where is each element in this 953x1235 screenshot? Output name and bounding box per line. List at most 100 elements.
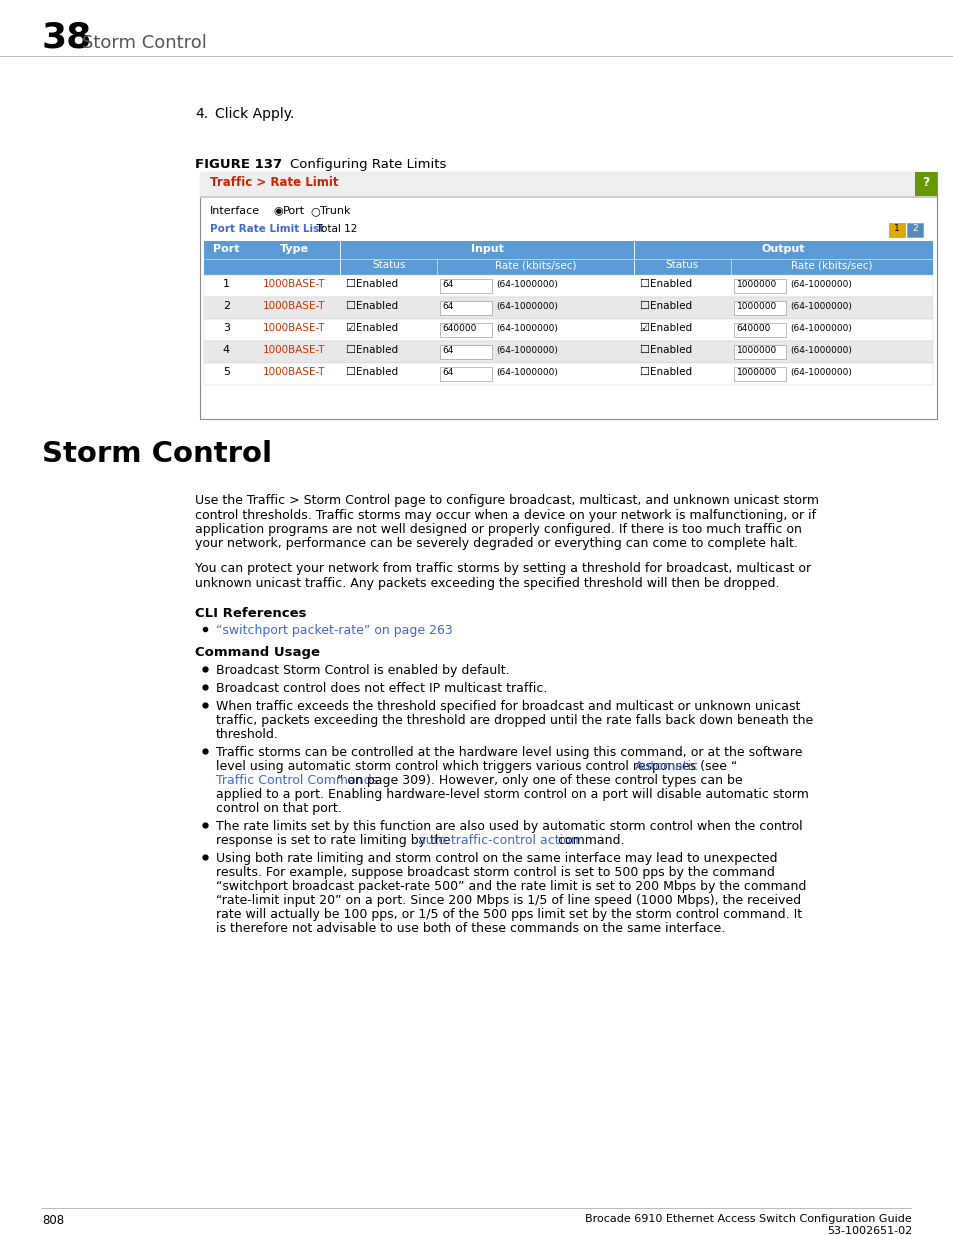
Text: Traffic Control Commands: Traffic Control Commands — [215, 774, 377, 787]
Text: Total 12: Total 12 — [310, 224, 357, 233]
Text: 1000000: 1000000 — [736, 303, 776, 311]
Text: CLI References: CLI References — [194, 606, 306, 620]
Text: ◉: ◉ — [273, 206, 282, 216]
Text: (64-1000000): (64-1000000) — [789, 368, 851, 377]
Text: 1: 1 — [893, 224, 899, 233]
Text: 808: 808 — [42, 1214, 64, 1228]
Text: auto-traffic-control action: auto-traffic-control action — [417, 834, 578, 847]
Text: Enabled: Enabled — [356, 345, 398, 354]
Text: Port Rate Limit List: Port Rate Limit List — [210, 224, 324, 233]
Bar — [733, 279, 785, 293]
Text: Configuring Rate Limits: Configuring Rate Limits — [290, 158, 446, 170]
Text: “switchport packet-rate” on page 263: “switchport packet-rate” on page 263 — [215, 624, 453, 637]
Text: Input: Input — [471, 245, 503, 254]
Text: Rate (kbits/sec): Rate (kbits/sec) — [790, 261, 872, 270]
Bar — [200, 196, 936, 198]
Text: 53-1002651-02: 53-1002651-02 — [826, 1226, 911, 1235]
Text: Trunk: Trunk — [319, 206, 350, 216]
Text: 1000000: 1000000 — [736, 280, 776, 289]
Text: You can protect your network from traffic storms by setting a threshold for broa: You can protect your network from traffi… — [194, 562, 810, 576]
Bar — [439, 367, 492, 382]
Text: Rate (kbits/sec): Rate (kbits/sec) — [495, 261, 576, 270]
Text: (64-1000000): (64-1000000) — [496, 303, 558, 311]
Text: response is set to rate limiting by the: response is set to rate limiting by the — [215, 834, 454, 847]
Text: rate will actually be 100 pps, or 1/5 of the 500 pps limit set by the storm cont: rate will actually be 100 pps, or 1/5 of… — [215, 908, 801, 921]
Text: applied to a port. Enabling hardware-level storm control on a port will disable : applied to a port. Enabling hardware-lev… — [215, 788, 808, 802]
Text: control on that port.: control on that port. — [215, 802, 341, 815]
Text: Broadcast Storm Control is enabled by default.: Broadcast Storm Control is enabled by de… — [215, 664, 509, 677]
Text: Use the Traffic > Storm Control page to configure broadcast, multicast, and unkn: Use the Traffic > Storm Control page to … — [194, 494, 818, 508]
Text: “switchport broadcast packet-rate 500” and the rate limit is set to 200 Mbps by : “switchport broadcast packet-rate 500” a… — [215, 881, 805, 893]
Text: your network, performance can be severely degraded or everything can come to com: your network, performance can be severel… — [194, 537, 797, 551]
Text: ☐: ☐ — [345, 301, 355, 311]
Bar — [733, 367, 785, 382]
Text: (64-1000000): (64-1000000) — [496, 368, 558, 377]
Bar — [200, 172, 936, 419]
Text: 1: 1 — [223, 279, 230, 289]
Text: (64-1000000): (64-1000000) — [789, 324, 851, 333]
Text: Port: Port — [213, 245, 239, 254]
Text: 4: 4 — [223, 345, 230, 354]
Text: Enabled: Enabled — [356, 367, 398, 377]
Text: 640000: 640000 — [442, 324, 476, 333]
Text: Enabled: Enabled — [356, 324, 398, 333]
Text: 2: 2 — [223, 301, 230, 311]
Text: ☐: ☐ — [345, 279, 355, 289]
Text: Brocade 6910 Ethernet Access Switch Configuration Guide: Brocade 6910 Ethernet Access Switch Conf… — [584, 1214, 911, 1224]
Text: ☐: ☐ — [639, 301, 649, 311]
Text: (64-1000000): (64-1000000) — [496, 280, 558, 289]
Text: Enabled: Enabled — [356, 301, 398, 311]
Text: results. For example, suppose broadcast storm control is set to 500 pps by the c: results. For example, suppose broadcast … — [215, 866, 774, 879]
Text: (64-1000000): (64-1000000) — [789, 280, 851, 289]
Text: command.: command. — [554, 834, 624, 847]
Text: Port: Port — [283, 206, 305, 216]
Bar — [204, 319, 932, 341]
Bar — [914, 172, 936, 196]
Text: 64: 64 — [442, 346, 454, 354]
Text: 64: 64 — [442, 303, 454, 311]
Text: control thresholds. Traffic storms may occur when a device on your network is ma: control thresholds. Traffic storms may o… — [194, 509, 815, 521]
Text: ☐: ☐ — [345, 345, 355, 354]
Text: ☐: ☐ — [345, 367, 355, 377]
Bar — [439, 279, 492, 293]
Text: The rate limits set by this function are also used by automatic storm control wh: The rate limits set by this function are… — [215, 820, 801, 832]
Text: Command Usage: Command Usage — [194, 646, 319, 659]
Bar — [733, 345, 785, 359]
Text: 3: 3 — [223, 324, 230, 333]
Text: Status: Status — [665, 261, 699, 270]
Text: ?: ? — [922, 177, 929, 189]
Text: Broadcast control does not effect IP multicast traffic.: Broadcast control does not effect IP mul… — [215, 682, 547, 695]
Text: When traffic exceeds the threshold specified for broadcast and multicast or unkn: When traffic exceeds the threshold speci… — [215, 700, 800, 713]
Text: ☑: ☑ — [345, 324, 355, 333]
Text: application programs are not well designed or properly configured. If there is t: application programs are not well design… — [194, 522, 801, 536]
Text: Enabled: Enabled — [650, 324, 692, 333]
Bar — [204, 275, 932, 296]
Text: 5: 5 — [223, 367, 230, 377]
Text: 1000000: 1000000 — [736, 368, 776, 377]
Bar — [204, 241, 932, 275]
Text: 1000BASE-T: 1000BASE-T — [263, 301, 325, 311]
Text: Enabled: Enabled — [650, 367, 692, 377]
Bar — [204, 363, 932, 385]
Text: unknown unicast traffic. Any packets exceeding the specified threshold will then: unknown unicast traffic. Any packets exc… — [194, 577, 779, 589]
Text: (64-1000000): (64-1000000) — [789, 346, 851, 354]
Text: ☐: ☐ — [639, 345, 649, 354]
Bar — [439, 324, 492, 337]
Text: 1000BASE-T: 1000BASE-T — [263, 279, 325, 289]
Bar — [439, 301, 492, 315]
Text: Storm Control: Storm Control — [82, 35, 207, 52]
Text: 1000BASE-T: 1000BASE-T — [263, 324, 325, 333]
Text: Enabled: Enabled — [650, 279, 692, 289]
Text: ☐: ☐ — [639, 367, 649, 377]
Text: 4.: 4. — [194, 107, 208, 121]
Text: (64-1000000): (64-1000000) — [496, 324, 558, 333]
Text: (64-1000000): (64-1000000) — [496, 346, 558, 354]
Text: ” on page 309). However, only one of these control types can be: ” on page 309). However, only one of the… — [336, 774, 742, 787]
Text: ☐: ☐ — [639, 279, 649, 289]
Text: 64: 64 — [442, 280, 454, 289]
Text: Output: Output — [761, 245, 804, 254]
Bar — [204, 341, 932, 363]
Text: Status: Status — [372, 261, 405, 270]
Bar — [906, 224, 923, 237]
Text: FIGURE 137: FIGURE 137 — [194, 158, 282, 170]
